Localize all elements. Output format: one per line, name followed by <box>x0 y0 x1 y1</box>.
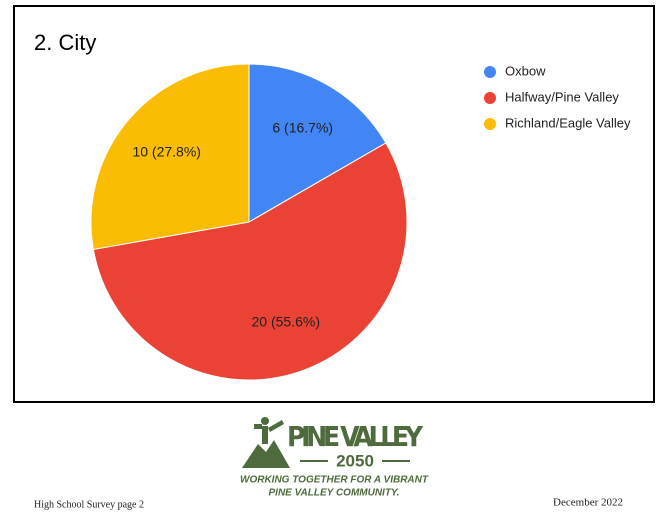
chart-title: 2. City <box>34 30 96 55</box>
logo-name: PINE VALLEY <box>287 420 424 453</box>
footer-right: December 2022 <box>553 497 623 509</box>
pie-slice <box>248 63 387 223</box>
legend-label: Oxbow <box>505 63 546 78</box>
pie-slice <box>90 63 250 251</box>
legend-label: Richland/Eagle Valley <box>505 115 631 130</box>
logo-icon <box>242 417 290 468</box>
logo-year: 2050 <box>336 451 374 470</box>
data-label: 20 (55.6%) <box>252 314 320 330</box>
data-label: 6 (16.7%) <box>272 120 333 136</box>
legend-swatch <box>484 66 496 78</box>
pie-slice <box>92 142 408 381</box>
legend-label: Halfway/Pine Valley <box>505 89 619 104</box>
legend-swatch <box>484 92 496 104</box>
legend-swatch <box>484 118 496 130</box>
logo-tagline: WORKING TOGETHER FOR A VIBRANT <box>240 475 429 486</box>
footer-left: High School Survey page 2 <box>34 499 144 510</box>
data-label: 10 (27.8%) <box>132 144 200 160</box>
logo-tagline: PINE VALLEY COMMUNITY. <box>269 488 400 499</box>
